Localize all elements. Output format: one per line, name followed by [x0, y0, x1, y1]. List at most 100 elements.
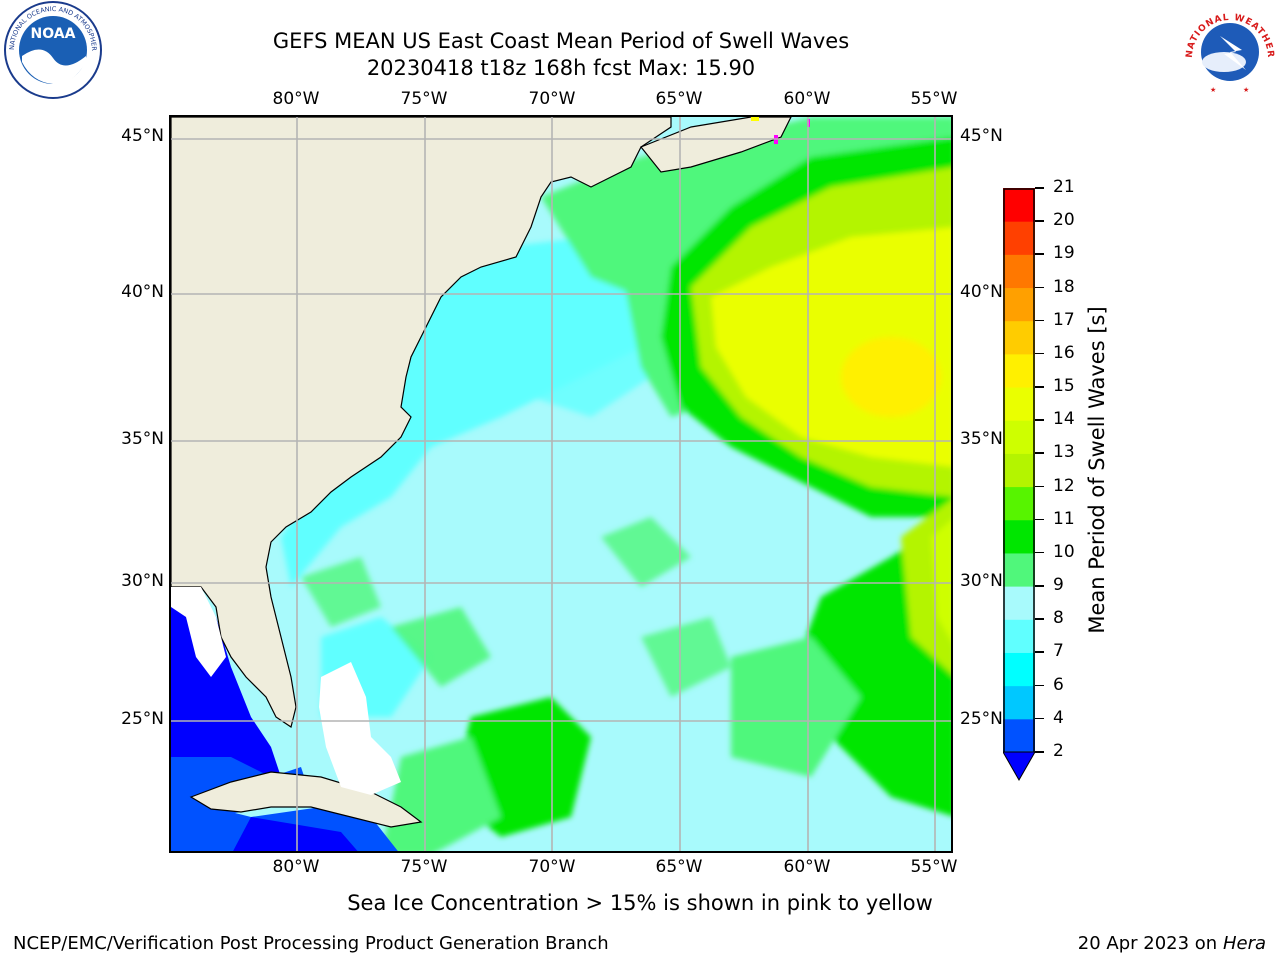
- graticule: [171, 117, 951, 851]
- colorbar-tick-mark: [1035, 253, 1044, 255]
- colorbar-segment: [1003, 652, 1035, 687]
- lat-label-right-45n: 45°N: [960, 126, 1003, 146]
- colorbar-segment: [1003, 685, 1035, 720]
- lon-label-bottom-55w: 55°W: [910, 857, 958, 877]
- colorbar-tick-label: 16: [1053, 342, 1075, 363]
- footer-date: 20 Apr 2023 on Hera: [1078, 933, 1266, 954]
- colorbar-label: Mean Period of Swell Waves [s]: [1085, 306, 1109, 634]
- sea-ice-marker: [751, 117, 759, 121]
- lon-label-bottom-75w: 75°W: [400, 857, 448, 877]
- colorbar-tick-label: 14: [1053, 409, 1075, 430]
- lat-label-right-40n: 40°N: [960, 282, 1003, 302]
- colorbar-segment: [1003, 453, 1035, 488]
- colorbar-tick-mark: [1035, 286, 1044, 289]
- footer-credit: NCEP/EMC/Verification Post Processing Pr…: [13, 933, 609, 954]
- map-subtitle: 20230418 t18z 168h fcst Max: 15.90: [366, 56, 756, 80]
- svg-text:★: ★: [1210, 86, 1216, 94]
- colorbar-segment: [1003, 188, 1035, 222]
- colorbar-tick-label: 17: [1053, 309, 1075, 330]
- lat-label-left-30n: 30°N: [121, 571, 164, 591]
- colorbar-segment: [1003, 387, 1035, 421]
- colorbar-tick-mark: [1035, 352, 1044, 355]
- colorbar-tick-label: 19: [1053, 243, 1075, 264]
- colorbar-svg: [1002, 188, 1036, 782]
- missing-data-bahamas: [319, 662, 401, 795]
- colorbar-segment: [1003, 619, 1035, 653]
- lat-label-left-25n: 25°N: [121, 709, 164, 729]
- lon-label-bottom-65w: 65°W: [655, 857, 703, 877]
- colorbar-segment: [1003, 519, 1035, 554]
- colorbar-tick-mark: [1035, 386, 1044, 388]
- swell-period-field: [281, 117, 951, 851]
- colorbar-tick-label: 21: [1053, 177, 1075, 197]
- colorbar-tick-label: 8: [1053, 608, 1064, 629]
- lon-label-top-80w: 80°W: [272, 89, 320, 109]
- colorbar-tick-label: 2: [1053, 741, 1064, 761]
- colorbar-tick-mark: [1035, 452, 1044, 454]
- colorbar-tick-label: 10: [1053, 541, 1075, 562]
- sea-ice-note-row: Sea Ice Concentration > 15% is shown in …: [0, 891, 1280, 915]
- lon-label-bottom-80w: 80°W: [272, 857, 320, 877]
- colorbar-tick-label: 15: [1053, 376, 1075, 397]
- colorbar-segment: [1003, 586, 1035, 620]
- lon-label-top-70w: 70°W: [528, 89, 576, 109]
- colorbar: [1002, 188, 1036, 782]
- lon-label-top-60w: 60°W: [783, 89, 831, 109]
- lon-label-top-75w: 75°W: [400, 89, 448, 109]
- colorbar-segment: [1003, 254, 1035, 289]
- footer-date-text: 20 Apr 2023 on: [1077, 933, 1223, 954]
- map-title: GEFS MEAN US East Coast Mean Period of S…: [272, 29, 850, 53]
- colorbar-segment: [1003, 420, 1035, 454]
- lat-label-left-35n: 35°N: [121, 429, 164, 449]
- colorbar-tick-label: 13: [1053, 442, 1075, 463]
- missing-data-florida-gulf: [171, 587, 226, 677]
- lon-label-top-55w: 55°W: [910, 89, 958, 109]
- lon-label-bottom-70w: 70°W: [528, 857, 576, 877]
- colorbar-tick-mark: [1035, 319, 1044, 322]
- colorbar-tick-label: 11: [1053, 508, 1075, 529]
- lon-label-bottom-60w: 60°W: [783, 857, 831, 877]
- svg-text:★: ★: [1243, 86, 1249, 94]
- colorbar-segment: [1003, 320, 1035, 355]
- sea-ice-note: Sea Ice Concentration > 15% is shown in …: [347, 891, 933, 915]
- lat-label-right-35n: 35°N: [960, 429, 1003, 449]
- lat-label-left-40n: 40°N: [121, 282, 164, 302]
- colorbar-segment: [1003, 221, 1035, 255]
- colorbar-segment: [1003, 718, 1035, 753]
- colorbar-tick-mark: [1035, 187, 1044, 189]
- colorbar-tick-mark: [1035, 485, 1044, 488]
- footer-host: Hera: [1222, 933, 1266, 954]
- colorbar-tick-label: 6: [1053, 674, 1064, 695]
- land-mass: [171, 117, 792, 828]
- colorbar-tick-mark: [1035, 751, 1044, 753]
- colorbar-segment: [1003, 486, 1035, 521]
- colorbar-segment: [1003, 287, 1035, 322]
- colorbar-tick-mark: [1035, 551, 1044, 554]
- map-canvas: [171, 117, 951, 851]
- colorbar-frame: [1003, 188, 1035, 752]
- colorbar-tick-mark: [1035, 618, 1044, 620]
- colorbar-segment: [1003, 552, 1035, 587]
- colorbar-tick-label: 12: [1053, 475, 1075, 496]
- colorbar-tick-mark: [1035, 717, 1044, 720]
- colorbar-tick-mark: [1035, 585, 1044, 587]
- lat-label-right-25n: 25°N: [960, 709, 1003, 729]
- lat-label-right-30n: 30°N: [960, 571, 1003, 591]
- colorbar-tick-label: 7: [1053, 641, 1064, 662]
- noaa-logo: NATIONAL OCEANIC AND ATMOSPHERIC ADMINIS…: [0, 0, 104, 100]
- noaa-center-text: NOAA: [31, 26, 76, 42]
- colorbar-tick-mark: [1035, 419, 1044, 421]
- colorbar-tick-mark: [1035, 220, 1044, 222]
- colorbar-tick-mark: [1035, 651, 1044, 653]
- colorbar-tick-mark: [1035, 518, 1044, 521]
- colorbar-tick-label: 4: [1053, 707, 1064, 728]
- colorbar-segment: [1003, 353, 1035, 388]
- colorbar-tick-mark: [1035, 684, 1044, 687]
- colorbar-under-triangle: [1002, 751, 1036, 782]
- lon-label-top-65w: 65°W: [655, 89, 703, 109]
- swell-period-map: [169, 115, 953, 853]
- colorbar-tick-label: 20: [1053, 210, 1075, 231]
- lat-label-left-45n: 45°N: [121, 126, 164, 146]
- nws-logo: NATIONAL WEATHER SERVICE ★ ★: [1176, 0, 1280, 100]
- colorbar-tick-label: 18: [1053, 276, 1075, 297]
